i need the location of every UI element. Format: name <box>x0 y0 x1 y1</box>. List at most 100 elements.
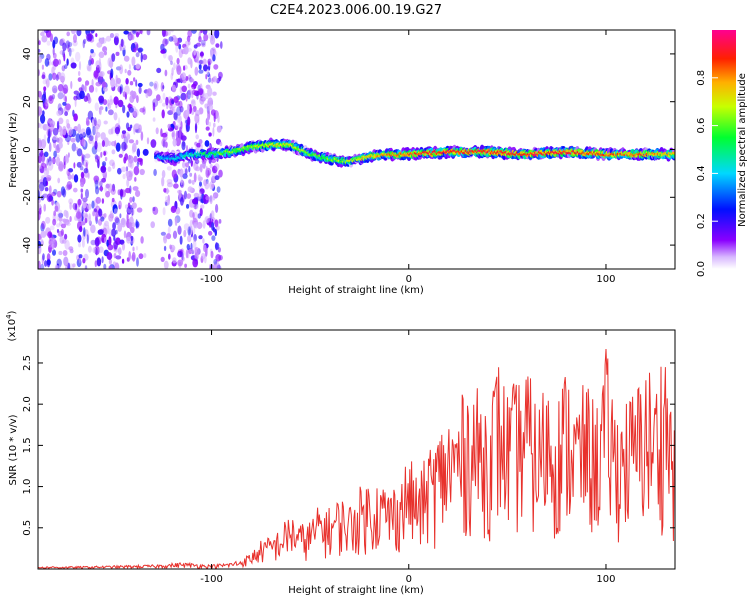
noise-speckle <box>124 204 129 209</box>
noise-speckle <box>198 69 204 74</box>
noise-speckle <box>138 48 142 54</box>
noise-speckle <box>183 46 189 55</box>
spectrogram-heatmap <box>38 30 675 269</box>
noise-speckle <box>119 188 124 197</box>
noise-speckle <box>163 260 169 269</box>
noise-speckle <box>128 35 134 40</box>
noise-speckle <box>40 263 45 269</box>
noise-speckle <box>108 236 112 246</box>
noise-speckle <box>74 98 77 108</box>
noise-speckle <box>81 156 84 166</box>
noise-speckle <box>127 161 133 168</box>
noise-speckle <box>63 209 68 217</box>
noise-speckle <box>51 199 54 206</box>
noise-speckle <box>214 175 220 181</box>
noise-speckle <box>122 173 126 180</box>
y-tick-label: 1.0 <box>22 479 33 495</box>
noise-speckle <box>103 120 108 125</box>
noise-speckle <box>52 237 56 243</box>
noise-speckle <box>38 260 41 269</box>
noise-speckle <box>161 102 167 107</box>
noise-speckle <box>49 225 55 231</box>
noise-speckle <box>217 247 221 253</box>
noise-speckle <box>128 139 135 144</box>
noise-speckle <box>117 167 122 175</box>
noise-speckle <box>98 57 101 67</box>
noise-speckle <box>142 148 149 156</box>
noise-speckle <box>73 90 80 95</box>
noise-speckle <box>63 53 66 62</box>
noise-speckle <box>218 169 223 178</box>
noise-speckle <box>162 92 166 101</box>
noise-speckle <box>179 106 184 113</box>
noise-speckle <box>167 182 173 188</box>
noise-speckle <box>38 90 42 98</box>
noise-speckle <box>181 255 184 262</box>
noise-speckle <box>169 244 172 250</box>
noise-speckle <box>110 187 116 195</box>
noise-speckle <box>115 255 122 260</box>
y-tick-label: 2.0 <box>22 396 33 412</box>
noise-speckle <box>126 179 130 187</box>
noise-speckle <box>73 174 79 183</box>
noise-speckle <box>104 186 108 193</box>
noise-speckle <box>160 49 166 54</box>
noise-speckle <box>53 150 57 158</box>
noise-speckle <box>117 99 124 108</box>
noise-speckle <box>133 47 137 53</box>
noise-speckle <box>109 210 114 219</box>
noise-speckle <box>56 258 62 268</box>
noise-speckle <box>211 235 216 242</box>
noise-speckle <box>118 204 121 210</box>
noise-speckle <box>173 96 179 103</box>
noise-speckle <box>52 52 57 59</box>
noise-speckle <box>95 186 100 195</box>
noise-speckle <box>99 71 105 77</box>
noise-speckle <box>134 177 137 182</box>
noise-speckle <box>94 154 99 160</box>
noise-speckle <box>95 87 98 93</box>
noise-speckle <box>60 223 67 229</box>
noise-speckle <box>201 253 206 260</box>
noise-speckle <box>109 33 115 38</box>
noise-speckle <box>140 131 144 141</box>
noise-speckle <box>97 155 101 160</box>
noise-speckle <box>104 220 109 227</box>
svg-text:(x104): (x104) <box>5 310 18 341</box>
noise-speckle <box>129 196 133 203</box>
noise-speckle <box>105 35 112 42</box>
noise-speckle <box>38 40 41 46</box>
noise-speckle <box>215 225 220 231</box>
noise-speckle <box>92 210 96 217</box>
noise-speckle <box>84 84 87 92</box>
noise-speckle <box>166 187 169 195</box>
noise-speckle <box>191 30 197 34</box>
noise-speckle <box>218 71 223 79</box>
noise-speckle <box>212 194 216 201</box>
noise-speckle <box>177 259 184 267</box>
noise-speckle <box>202 93 206 101</box>
noise-speckle <box>168 36 174 42</box>
noise-speckle <box>44 98 50 107</box>
noise-speckle <box>187 30 193 38</box>
noise-speckle <box>47 231 53 239</box>
noise-speckle <box>114 216 120 224</box>
noise-speckle <box>196 142 201 148</box>
noise-speckle <box>167 218 173 227</box>
noise-speckle <box>198 191 202 200</box>
noise-speckle <box>114 33 120 38</box>
noise-speckle <box>63 84 69 94</box>
noise-speckle <box>212 75 218 83</box>
noise-speckle <box>44 260 48 267</box>
noise-speckle <box>96 257 102 267</box>
noise-speckle <box>160 82 165 92</box>
noise-speckle <box>76 161 82 168</box>
noise-speckle <box>164 141 168 148</box>
noise-speckle <box>62 188 67 198</box>
noise-speckle <box>207 77 212 83</box>
noise-speckle <box>44 187 49 192</box>
noise-speckle <box>199 88 205 99</box>
noise-speckle <box>161 132 168 138</box>
noise-speckle <box>62 125 67 136</box>
